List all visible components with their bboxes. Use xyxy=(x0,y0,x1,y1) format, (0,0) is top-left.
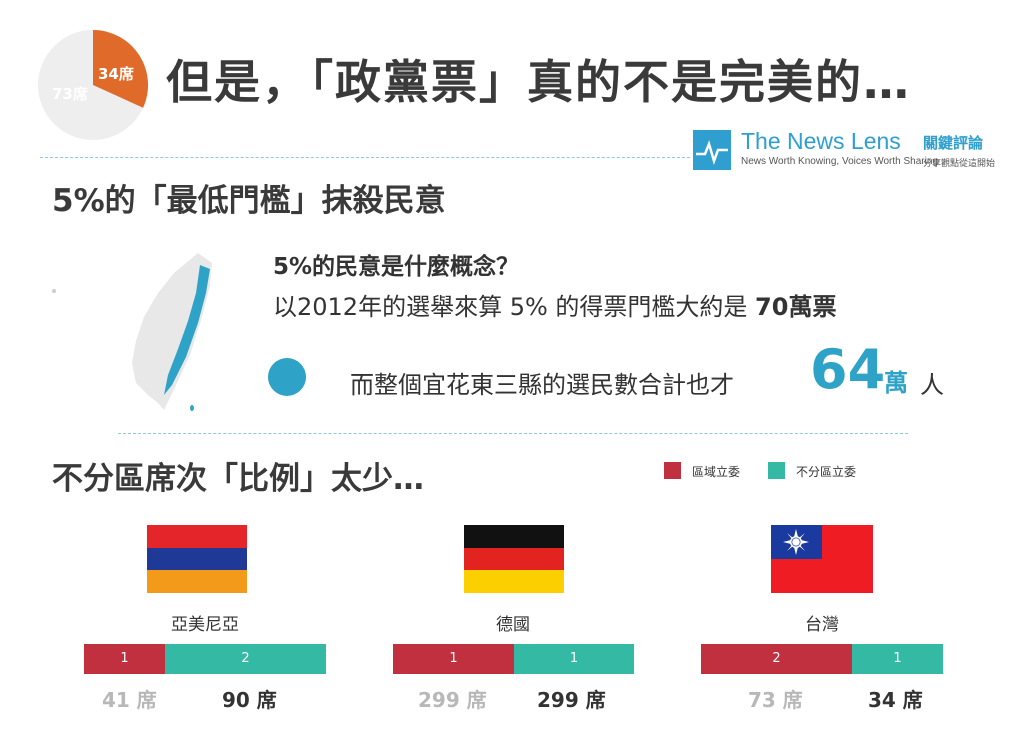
threshold-statement: 以2012年的選舉來算 5% 的得票門檻大約是 70萬票 xyxy=(273,287,836,322)
ratio-bar-germany: 1 1 xyxy=(393,644,634,674)
seats-party-list-germany: 299 席 xyxy=(537,688,606,712)
voter-comparison-text: 而整個宜花東三縣的選民數合計也才 xyxy=(350,371,734,399)
threshold-question: 5%的民意是什麼概念？ xyxy=(273,254,520,280)
ratio-bar-regional: 1 xyxy=(393,644,514,674)
ratio-bar-taiwan: 2 1 xyxy=(701,644,943,674)
ratio-bar-armenia: 1 2 xyxy=(84,644,326,674)
seat-pie-chart xyxy=(38,30,148,140)
bullet-dot xyxy=(268,358,306,396)
armenia-flag-icon xyxy=(147,525,247,593)
seats-regional-armenia: 41 席 xyxy=(102,688,157,712)
divider xyxy=(40,157,690,158)
pie-slice-party-list xyxy=(93,30,148,108)
legend-label-party-list: 不分區立委 xyxy=(796,465,857,479)
logo-name: The News Lens xyxy=(741,128,901,154)
pie-label-party-list: 34席 xyxy=(98,65,134,83)
country-name-taiwan: 台灣 xyxy=(805,615,839,635)
threshold-statement-text: 以2012年的選舉來算 5% 的得票門檻大約是 xyxy=(273,293,756,321)
country-name-armenia: 亞美尼亞 xyxy=(171,615,239,635)
taiwan-flag-icon xyxy=(771,525,873,593)
seats-regional-germany: 299 席 xyxy=(418,688,487,712)
page-title: 但是，「政黨票」真的不是完美的… xyxy=(166,55,911,109)
section-ratio-title: 不分區席次「比例」太少… xyxy=(52,461,424,497)
legend-swatch-regional xyxy=(664,462,681,479)
logo-name-cn: 關鍵評論 xyxy=(923,134,984,152)
voter-count-number: 64 xyxy=(810,338,886,401)
ratio-bar-regional: 1 xyxy=(84,644,165,674)
ratio-bar-party-list: 1 xyxy=(514,644,634,674)
logo-tagline: News Worth Knowing, Voices Worth Sharing xyxy=(741,156,938,167)
pulse-icon xyxy=(693,130,731,170)
country-name-germany: 德國 xyxy=(496,615,530,635)
section-threshold-title: 5%的「最低門檻」抹殺民意 xyxy=(52,183,446,219)
legend-swatch-party-list xyxy=(768,462,785,479)
seats-regional-taiwan: 73 席 xyxy=(748,688,803,712)
seats-party-list-taiwan: 34 席 xyxy=(868,688,923,712)
pie-label-regional: 73席 xyxy=(52,85,88,103)
legend-label-regional: 區域立委 xyxy=(692,465,741,479)
divider xyxy=(118,433,908,434)
threshold-votes: 70萬票 xyxy=(755,293,837,321)
voter-count-suffix: 人 xyxy=(920,371,944,399)
ratio-bar-regional: 2 xyxy=(701,644,852,674)
news-lens-logo: The News Lens 關鍵評論 News Worth Knowing, V… xyxy=(693,128,996,172)
ratio-bar-party-list: 2 xyxy=(165,644,326,674)
taiwan-map-icon xyxy=(52,253,212,411)
ratio-bar-party-list: 1 xyxy=(852,644,943,674)
logo-tagline-cn: 分享觀點從這開始 xyxy=(923,159,996,169)
seats-party-list-armenia: 90 席 xyxy=(222,688,277,712)
germany-flag-icon xyxy=(464,525,564,593)
voter-count-unit: 萬 xyxy=(884,369,908,397)
